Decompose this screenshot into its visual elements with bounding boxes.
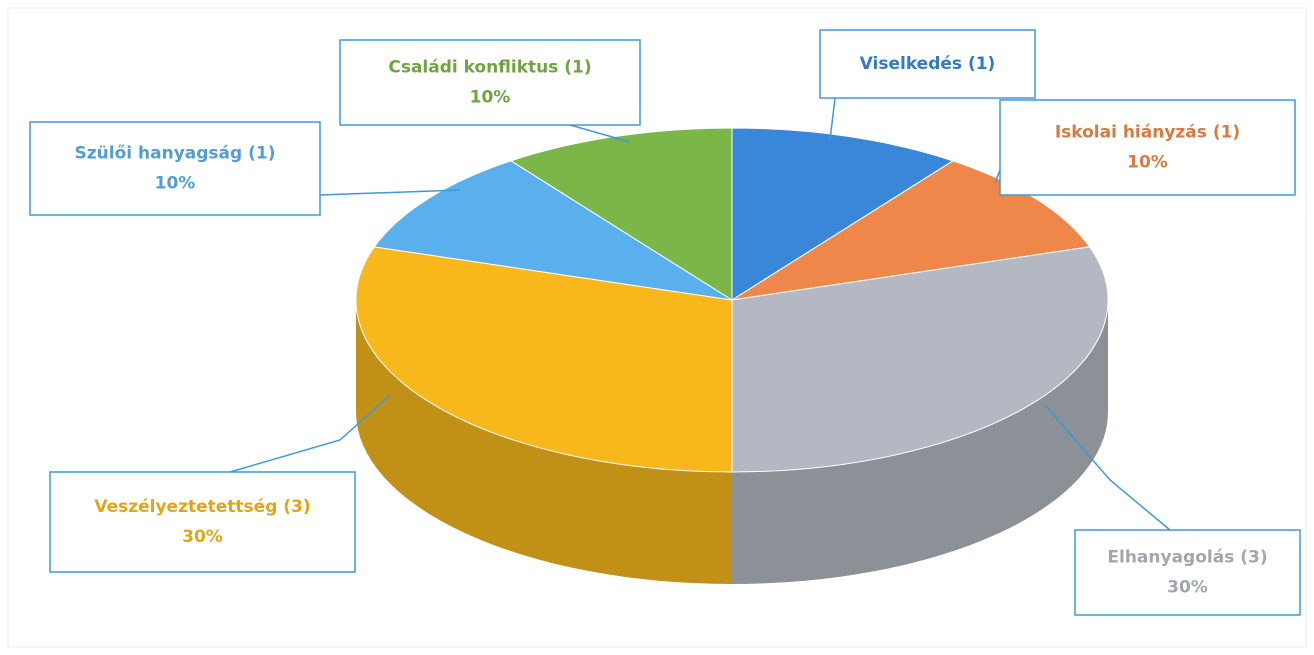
category-label: Veszélyeztetettség (3) bbox=[94, 497, 310, 517]
category-label: Családi konfliktus (1) bbox=[388, 58, 591, 78]
slice bbox=[355, 246, 733, 473]
leader-line bbox=[1044, 404, 1171, 531]
value-label: 10% bbox=[1127, 153, 1168, 173]
slice-side bbox=[356, 300, 732, 584]
callout-box bbox=[339, 39, 641, 126]
value-label: 10% bbox=[470, 88, 511, 108]
category-label: Viselkedés (1) bbox=[860, 54, 996, 74]
callout-box bbox=[819, 29, 1036, 99]
callout-box bbox=[999, 99, 1296, 196]
slice bbox=[731, 127, 955, 301]
slice bbox=[373, 160, 733, 301]
callout-box bbox=[1074, 529, 1301, 616]
slice-side bbox=[732, 300, 1108, 584]
category-label: Elhanyagolás (3) bbox=[1107, 548, 1267, 568]
leader-line bbox=[829, 97, 836, 141]
value-label: 10% bbox=[155, 174, 196, 194]
leader-line bbox=[994, 169, 1001, 184]
leader-line bbox=[569, 124, 631, 143]
category-label: Iskolai hiányzás (1) bbox=[1055, 123, 1240, 143]
slice bbox=[509, 127, 733, 301]
leader-line bbox=[229, 394, 391, 473]
value-label: 30% bbox=[182, 527, 223, 547]
callout-box bbox=[29, 121, 321, 216]
slice bbox=[731, 246, 1109, 473]
leader-line bbox=[319, 189, 461, 196]
category-label: Szülői hanyagság (1) bbox=[75, 144, 276, 164]
callout-box bbox=[49, 471, 356, 573]
value-label: 30% bbox=[1167, 578, 1208, 598]
